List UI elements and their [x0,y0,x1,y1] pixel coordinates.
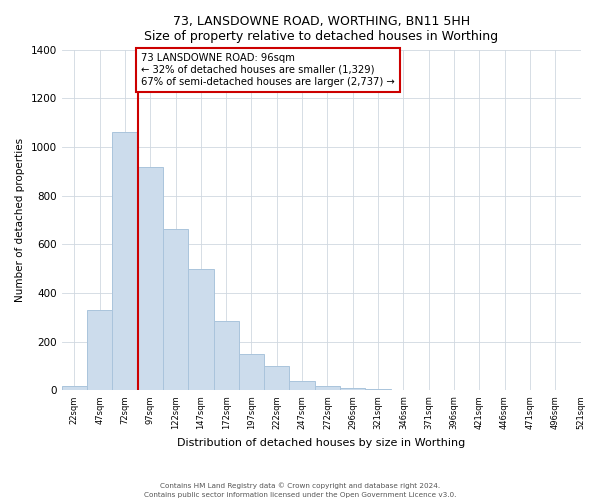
Bar [188,268,214,390]
Bar [264,366,289,390]
Bar [315,386,340,390]
Text: 73 LANSDOWNE ROAD: 96sqm
← 32% of detached houses are smaller (1,329)
67% of sem: 73 LANSDOWNE ROAD: 96sqm ← 32% of detach… [142,54,395,86]
Text: Contains HM Land Registry data © Crown copyright and database right 2024.
Contai: Contains HM Land Registry data © Crown c… [144,482,456,498]
Bar [163,228,188,390]
Bar [365,389,391,390]
Bar [137,166,163,390]
X-axis label: Distribution of detached houses by size in Worthing: Distribution of detached houses by size … [177,438,465,448]
Bar [340,388,365,390]
Y-axis label: Number of detached properties: Number of detached properties [15,138,25,302]
Bar [112,132,137,390]
Bar [214,321,239,390]
Bar [289,380,315,390]
Bar [239,354,264,390]
Title: 73, LANSDOWNE ROAD, WORTHING, BN11 5HH
Size of property relative to detached hou: 73, LANSDOWNE ROAD, WORTHING, BN11 5HH S… [144,15,498,43]
Bar [62,386,87,390]
Bar [87,310,112,390]
